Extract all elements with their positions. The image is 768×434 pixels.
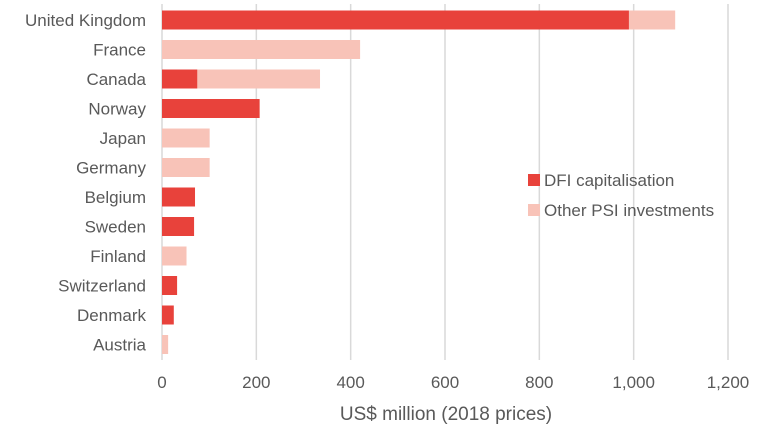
bar-germany-series-1 (162, 158, 210, 177)
bar-austria-series-1 (162, 335, 169, 354)
bar-denmark-series-0 (162, 305, 174, 325)
category-label-finland: Finland (90, 247, 146, 266)
x-axis-title: US$ million (2018 prices) (340, 404, 552, 425)
category-label-france: France (93, 41, 146, 60)
category-label-switzerland: Switzerland (58, 277, 146, 296)
category-label-norway: Norway (88, 100, 146, 119)
bar-norway-series-0 (162, 99, 260, 118)
bar-canada-series-0 (162, 69, 198, 89)
category-label-germany: Germany (76, 159, 146, 178)
category-label-united-kingdom: United Kingdom (25, 11, 146, 30)
x-tick-label-5: 1,000 (612, 373, 655, 392)
legend-swatch-0 (528, 174, 540, 186)
bar-japan-series-1 (162, 128, 210, 148)
x-tick-label-1: 200 (242, 373, 270, 392)
legend-label-0: DFI capitalisation (544, 171, 674, 190)
legend-label-1: Other PSI investments (544, 201, 714, 220)
bar-canada-series-1 (197, 69, 321, 89)
category-label-canada: Canada (86, 70, 146, 89)
x-tick-label-2: 400 (336, 373, 364, 392)
bar-sweden-series-0 (162, 217, 195, 236)
bar-united-kingdom-series-0 (162, 10, 629, 30)
bar-belgium-series-0 (162, 187, 196, 207)
category-label-belgium: Belgium (85, 188, 146, 207)
bar-france-series-1 (162, 40, 361, 59)
category-label-sweden: Sweden (85, 218, 146, 237)
x-tick-label-3: 600 (431, 373, 459, 392)
category-label-austria: Austria (93, 336, 146, 355)
category-label-japan: Japan (100, 129, 146, 148)
category-label-denmark: Denmark (77, 306, 146, 325)
bar-finland-series-1 (162, 246, 187, 266)
category-labels: United Kingdom France Canada Norway Japan Ger… (25, 11, 147, 355)
x-tick-labels: 0 200 400 600 800 1,000 1,200 (157, 373, 749, 392)
bar-united-kingdom-series-1 (628, 10, 676, 30)
legend-swatch-1 (528, 204, 540, 216)
bars (162, 10, 676, 354)
bar-switzerland-series-0 (162, 276, 178, 295)
x-tick-label-0: 0 (157, 373, 166, 392)
x-tick-label-6: 1,200 (707, 373, 750, 392)
legend: DFI capitalisation Other PSI investments (528, 171, 714, 220)
x-tick-label-4: 800 (525, 373, 553, 392)
